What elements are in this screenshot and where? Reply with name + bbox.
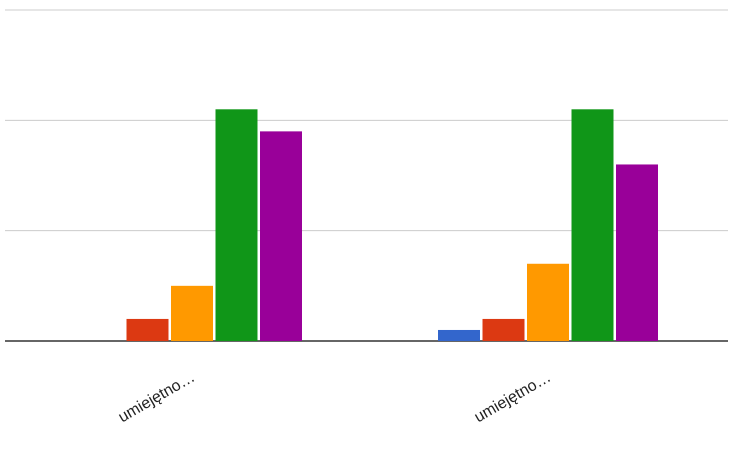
bar: [126, 318, 169, 341]
bar: [482, 318, 525, 341]
x-tick-label: umiejętno…: [472, 369, 554, 426]
bar: [171, 285, 213, 341]
x-tick-label: umiejętno…: [116, 369, 198, 426]
bar: [438, 329, 480, 341]
bar: [215, 109, 258, 341]
bar: [260, 131, 302, 341]
bar: [616, 164, 658, 341]
bar: [571, 109, 614, 341]
bar: [527, 263, 569, 341]
